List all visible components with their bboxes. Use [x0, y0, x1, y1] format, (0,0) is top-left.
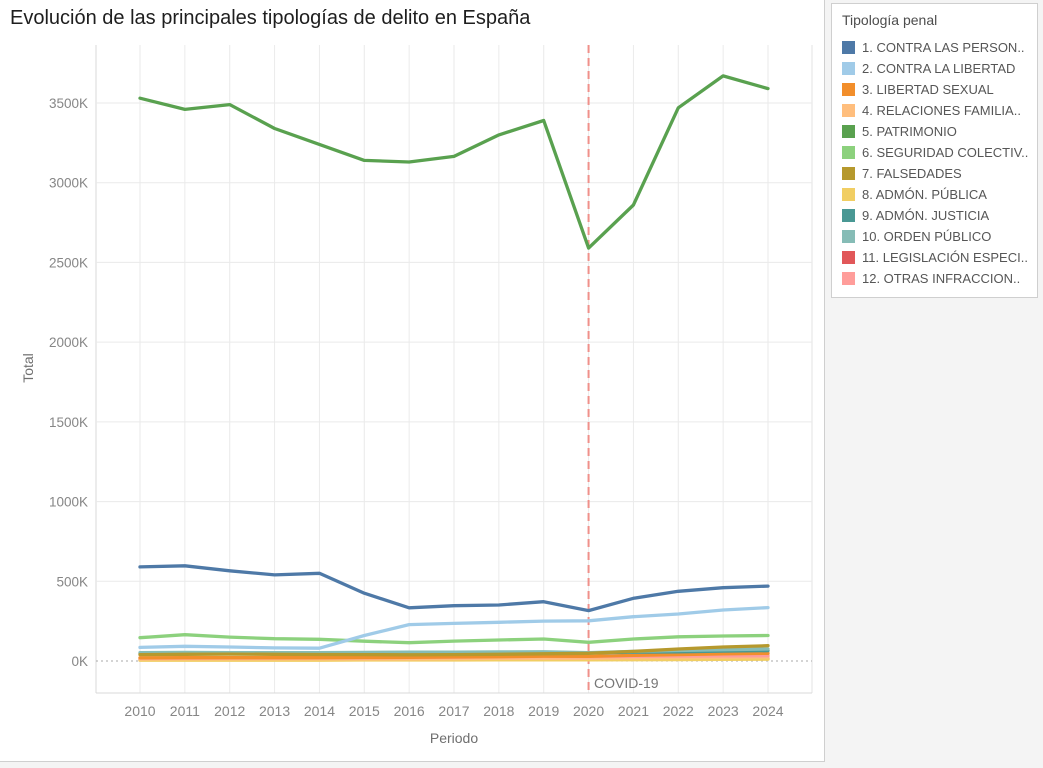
y-tick-label-2500K: 2500K [49, 255, 88, 270]
legend-item-label: 9. ADMÓN. JUSTICIA [862, 208, 990, 223]
legend-item-label: 6. SEGURIDAD COLECTIV.. [862, 145, 1029, 160]
series-line-3[interactable] [138, 651, 770, 660]
x-tick-label-2010: 2010 [124, 703, 155, 719]
x-tick-label-2019: 2019 [528, 703, 559, 719]
legend-item-10[interactable]: 10. ORDEN PÚBLICO [840, 226, 1031, 247]
legend-item-2[interactable]: 2. CONTRA LA LIBERTAD [840, 58, 1031, 79]
x-tick-label-2016: 2016 [394, 703, 425, 719]
legend-title: Tipología penal [842, 12, 938, 28]
legend-item-12[interactable]: 12. OTRAS INFRACCION.. [840, 268, 1031, 289]
chart-worksheet: Evolución de las principales tipologías … [0, 0, 825, 762]
legend-panel: Tipología penal 1. CONTRA LAS PERSON.. 2.… [825, 0, 1043, 768]
x-tick-label-2013: 2013 [259, 703, 290, 719]
legend-swatch-10 [842, 230, 855, 243]
legend-item-label: 5. PATRIMONIO [862, 124, 957, 139]
x-axis-title: Periodo [429, 730, 479, 746]
legend-item-8[interactable]: 8. ADMÓN. PÚBLICA [840, 184, 1031, 205]
y-tick-label-500K: 500K [56, 574, 88, 589]
x-tick-label-2015: 2015 [349, 703, 380, 719]
covid-annotation-label: COVID-19 [594, 675, 659, 691]
y-tick-label-1500K: 1500K [49, 415, 88, 430]
legend-swatch-2 [842, 62, 855, 75]
legend-swatch-5 [842, 125, 855, 138]
legend-swatch-6 [842, 146, 855, 159]
x-tick-label-2014: 2014 [304, 703, 335, 719]
legend-swatch-4 [842, 104, 855, 117]
legend-item-9[interactable]: 9. ADMÓN. JUSTICIA [840, 205, 1031, 226]
legend-item-6[interactable]: 6. SEGURIDAD COLECTIV.. [840, 142, 1031, 163]
y-tick-label-0K: 0K [71, 654, 88, 669]
legend-swatch-9 [842, 209, 855, 222]
legend-swatch-11 [842, 251, 855, 264]
y-tick-label-3000K: 3000K [49, 176, 88, 191]
legend-item-7[interactable]: 7. FALSEDADES [840, 163, 1031, 184]
legend-item-4[interactable]: 4. RELACIONES FAMILIA.. [840, 100, 1031, 121]
x-tick-label-2018: 2018 [483, 703, 514, 719]
chart-title: Evolución de las principales tipologías … [10, 7, 531, 29]
x-tick-label-2011: 2011 [170, 703, 200, 719]
legend-item-label: 7. FALSEDADES [862, 166, 962, 181]
line-chart-plot[interactable]: 0K 500K 1000K 1500K 2000K 2500K 3000K 3500K 2010… [0, 0, 824, 761]
x-tick-label-2012: 2012 [214, 703, 245, 719]
legend-item-label: 4. RELACIONES FAMILIA.. [862, 103, 1021, 118]
x-tick-label-2017: 2017 [438, 703, 469, 719]
x-tick-label-2024: 2024 [752, 703, 783, 719]
legend-item-label: 12. OTRAS INFRACCION.. [862, 271, 1021, 286]
legend-item-3[interactable]: 3. LIBERTAD SEXUAL [840, 79, 1031, 100]
y-tick-label-1000K: 1000K [49, 495, 88, 510]
legend-item-5[interactable]: 5. PATRIMONIO [840, 121, 1031, 142]
legend-card: Tipología penal 1. CONTRA LAS PERSON.. 2.… [831, 3, 1038, 298]
x-tick-label-2022: 2022 [663, 703, 694, 719]
legend-swatch-8 [842, 188, 855, 201]
legend-item-label: 11. LEGISLACIÓN ESPECI.. [862, 250, 1028, 265]
x-tick-label-2021: 2021 [618, 703, 649, 719]
legend-item-label: 8. ADMÓN. PÚBLICA [862, 187, 987, 202]
series-line-5[interactable] [138, 74, 770, 250]
legend-swatch-3 [842, 83, 855, 96]
legend-swatch-12 [842, 272, 855, 285]
legend-swatch-7 [842, 167, 855, 180]
legend-items: 1. CONTRA LAS PERSON.. 2. CONTRA LA LIBER… [840, 37, 1031, 289]
legend-item-11[interactable]: 11. LEGISLACIÓN ESPECI.. [840, 247, 1031, 268]
legend-item-label: 3. LIBERTAD SEXUAL [862, 82, 994, 97]
legend-swatch-1 [842, 41, 855, 54]
legend-item-label: 1. CONTRA LAS PERSON.. [862, 40, 1025, 55]
series-line-2[interactable] [138, 605, 770, 650]
y-axis-title: Total [20, 353, 36, 383]
series-line-7[interactable] [138, 644, 770, 657]
y-tick-label-3500K: 3500K [49, 96, 88, 111]
legend-item-label: 2. CONTRA LA LIBERTAD [862, 61, 1016, 76]
series-line-6[interactable] [138, 633, 770, 645]
series-line-1[interactable] [138, 564, 770, 613]
x-tick-label-2023: 2023 [708, 703, 739, 719]
legend-item-1[interactable]: 1. CONTRA LAS PERSON.. [840, 37, 1031, 58]
x-tick-label-2020: 2020 [573, 703, 604, 719]
legend-item-label: 10. ORDEN PÚBLICO [862, 229, 992, 244]
y-tick-label-2000K: 2000K [49, 335, 88, 350]
